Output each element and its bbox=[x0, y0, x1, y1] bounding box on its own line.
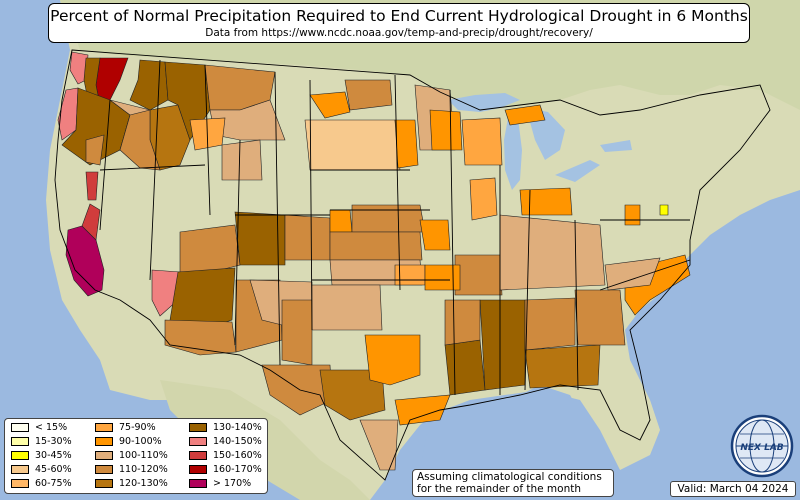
region-ky-tn bbox=[499, 214, 606, 291]
state-borders bbox=[54, 49, 771, 481]
assumption-line-1: Assuming climatological conditions bbox=[417, 471, 602, 483]
region-wi-north bbox=[429, 109, 463, 151]
region-ca-coast bbox=[81, 203, 101, 241]
region-nv-south bbox=[151, 269, 181, 317]
region-ne-central bbox=[351, 204, 426, 233]
region-wy-central bbox=[221, 139, 263, 181]
region-ar bbox=[444, 299, 481, 346]
region-nd-east bbox=[344, 79, 393, 111]
region-il-west bbox=[469, 177, 498, 221]
legend-label: 110-120% bbox=[119, 464, 168, 475]
region-tx-west bbox=[261, 364, 333, 416]
region-la-west bbox=[444, 339, 486, 396]
region-or-coast bbox=[57, 87, 79, 141]
legend-label: 130-140% bbox=[213, 422, 262, 433]
region-ia-east bbox=[419, 219, 451, 251]
region-mi-north bbox=[504, 104, 546, 126]
legend-label: 75-90% bbox=[119, 422, 156, 433]
region-co-east bbox=[284, 214, 331, 261]
legend: < 15% 15-30% 30-45% 45-60% 60-75% 75-90%… bbox=[4, 418, 268, 494]
legend-label: 15-30% bbox=[35, 436, 72, 447]
region-id-south bbox=[119, 109, 161, 171]
legend-swatch bbox=[95, 451, 113, 460]
legend-swatch bbox=[11, 465, 29, 474]
region-co-west bbox=[234, 211, 286, 266]
legend-label: 160-170% bbox=[213, 464, 262, 475]
valid-date: Valid: March 04 2024 bbox=[670, 481, 796, 497]
region-nm-east bbox=[281, 299, 313, 366]
region-ks-north bbox=[329, 231, 423, 261]
region-ok-east bbox=[424, 264, 461, 291]
legend-label: 140-150% bbox=[213, 436, 262, 447]
legend-swatch bbox=[95, 437, 113, 446]
region-md bbox=[659, 204, 669, 216]
region-ga bbox=[574, 289, 626, 346]
region-tx-north bbox=[364, 334, 421, 386]
legend-swatch bbox=[11, 451, 29, 460]
nexlab-globe-logo: NEX LAB bbox=[730, 414, 794, 478]
title-box: Percent of Normal Precipitation Required… bbox=[48, 3, 750, 43]
legend-label: 90-100% bbox=[119, 436, 162, 447]
legend-swatch bbox=[95, 423, 113, 432]
region-tx-south bbox=[359, 419, 399, 471]
region-or-se bbox=[85, 134, 105, 166]
region-az-south bbox=[164, 319, 237, 356]
region-al-central bbox=[524, 297, 576, 351]
region-ca-north bbox=[85, 171, 99, 201]
region-in-ohio bbox=[519, 187, 573, 216]
legend-label: 45-60% bbox=[35, 464, 72, 475]
region-tx-gulf bbox=[394, 394, 451, 426]
map-title: Percent of Normal Precipitation Required… bbox=[50, 7, 748, 25]
legend-label: 150-160% bbox=[213, 450, 262, 461]
region-ms bbox=[479, 299, 526, 391]
region-nc-west bbox=[604, 257, 661, 291]
legend-swatch bbox=[11, 437, 29, 446]
region-mn-west bbox=[394, 119, 419, 169]
region-nd-south bbox=[309, 91, 351, 119]
legend-swatch bbox=[189, 465, 207, 474]
legend-swatch bbox=[11, 479, 29, 488]
assumption-note: Assuming climatological conditions for t… bbox=[412, 469, 614, 497]
legend-label: < 15% bbox=[35, 422, 68, 433]
map-subtitle: Data from https://www.ncdc.noaa.gov/temp… bbox=[205, 27, 593, 39]
legend-swatch bbox=[189, 437, 207, 446]
legend-swatch bbox=[189, 479, 207, 488]
us-outline bbox=[54, 49, 771, 481]
region-va bbox=[624, 204, 641, 226]
region-ne-west bbox=[329, 209, 353, 233]
legend-label: 30-45% bbox=[35, 450, 72, 461]
region-wa-coast bbox=[69, 51, 89, 85]
region-sd bbox=[304, 119, 401, 171]
drought-regions bbox=[57, 51, 691, 471]
legend-swatch bbox=[189, 423, 207, 432]
assumption-line-2: for the remainder of the month bbox=[417, 483, 582, 495]
lake-erie bbox=[555, 160, 600, 182]
logo-text: NEX LAB bbox=[740, 443, 783, 453]
region-wi-south bbox=[461, 117, 503, 166]
legend-swatch bbox=[11, 423, 29, 432]
legend-swatch bbox=[95, 479, 113, 488]
region-ut-south bbox=[179, 224, 241, 276]
border-lines bbox=[99, 59, 691, 396]
region-al-gulf bbox=[524, 344, 601, 389]
lake-ontario bbox=[600, 140, 632, 152]
region-mo-south bbox=[454, 254, 503, 296]
legend-label: 60-75% bbox=[35, 478, 72, 489]
legend-label: 100-110% bbox=[119, 450, 168, 461]
lake-superior bbox=[448, 93, 520, 112]
legend-label: 120-130% bbox=[119, 478, 168, 489]
region-tx-panhandle bbox=[311, 284, 383, 331]
legend-swatch bbox=[189, 451, 207, 460]
lake-michigan bbox=[504, 118, 522, 190]
legend-label: > 170% bbox=[213, 478, 252, 489]
legend-swatch bbox=[95, 465, 113, 474]
